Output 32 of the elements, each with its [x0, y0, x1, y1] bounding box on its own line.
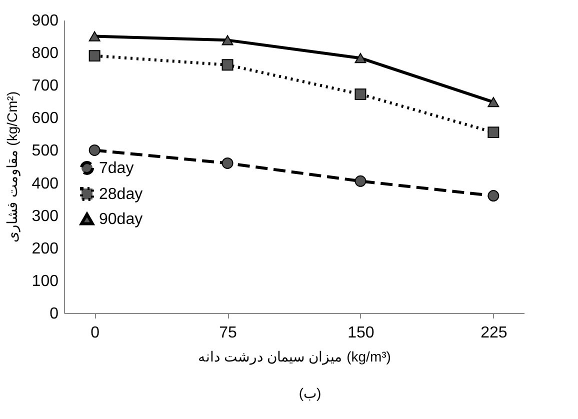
y-tick-label: 0 — [50, 306, 59, 322]
point — [354, 88, 366, 100]
x-tick-label: 225 — [480, 324, 508, 342]
point — [88, 50, 100, 62]
x-tick-label: 75 — [219, 324, 238, 342]
y-tick-label: 200 — [32, 240, 59, 258]
point — [488, 190, 500, 202]
x-tick-label: 0 — [90, 324, 100, 342]
x-tick-label: 150 — [348, 324, 374, 342]
y-tick-label: 100 — [32, 272, 59, 290]
point — [222, 59, 234, 71]
y-tick-label: 500 — [32, 142, 59, 160]
point — [222, 35, 234, 46]
y-tick-label: 400 — [32, 175, 59, 192]
x-axis-title: میزان سیمان درشت دانه (kg/m³) — [198, 348, 391, 366]
y-tick-label: 900 — [32, 12, 59, 30]
legend-label: 28day — [99, 186, 143, 203]
point — [354, 175, 366, 187]
y-tick-label: 300 — [32, 208, 59, 225]
point — [488, 126, 500, 138]
y-tick-label: 700 — [32, 78, 59, 95]
point — [88, 144, 100, 156]
point — [88, 31, 100, 42]
y-tick-label: 600 — [32, 110, 59, 128]
legend-label: 7day — [99, 160, 134, 177]
point — [488, 97, 500, 108]
text: (ب) — [298, 385, 322, 401]
legend-label: 90day — [99, 211, 143, 228]
point — [222, 158, 234, 169]
y-tick-label: 800 — [32, 45, 59, 62]
point — [354, 53, 366, 64]
y-axis-title: مقاومت فشاری (kg/Cm²) — [4, 91, 21, 243]
